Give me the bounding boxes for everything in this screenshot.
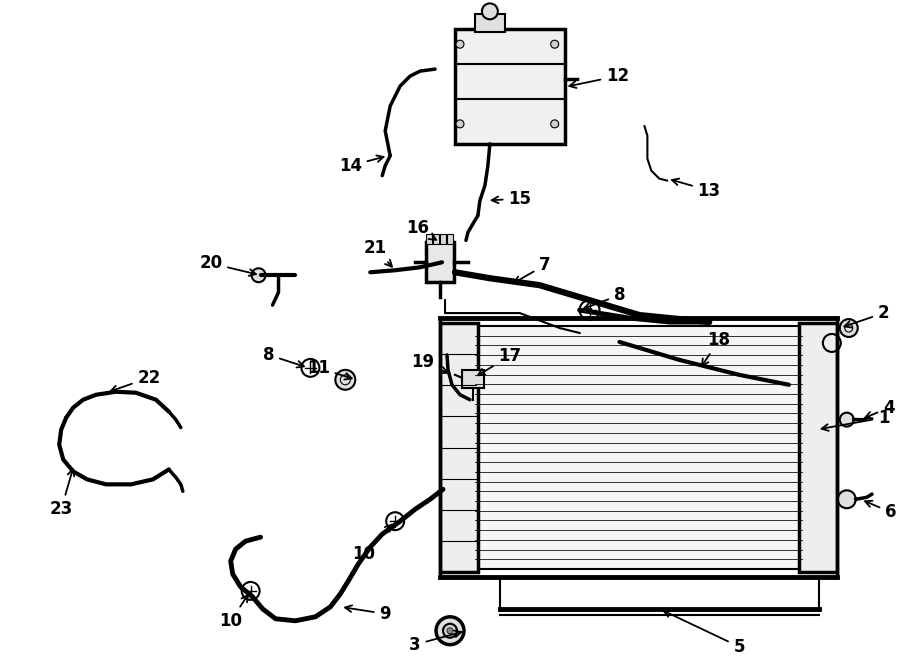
Circle shape xyxy=(443,624,457,638)
Text: 13: 13 xyxy=(672,179,721,199)
Text: 15: 15 xyxy=(491,189,531,208)
Text: 2: 2 xyxy=(844,304,889,328)
Text: 11: 11 xyxy=(307,359,352,379)
Text: 17: 17 xyxy=(478,347,521,375)
Circle shape xyxy=(551,40,559,48)
Circle shape xyxy=(447,628,453,634)
Circle shape xyxy=(456,40,464,48)
Circle shape xyxy=(336,370,356,390)
Text: 10: 10 xyxy=(352,525,392,563)
Circle shape xyxy=(456,120,464,128)
Bar xyxy=(433,234,439,244)
Text: 8: 8 xyxy=(584,286,626,309)
Circle shape xyxy=(838,491,856,508)
Circle shape xyxy=(482,3,498,19)
Bar xyxy=(426,234,432,244)
Text: 20: 20 xyxy=(199,254,256,276)
Bar xyxy=(440,234,446,244)
Text: 10: 10 xyxy=(220,595,248,630)
Text: 1: 1 xyxy=(822,408,889,431)
Text: 3: 3 xyxy=(410,630,462,653)
Circle shape xyxy=(436,617,464,645)
Bar xyxy=(799,323,837,572)
Text: 5: 5 xyxy=(663,611,745,655)
Bar xyxy=(475,15,505,32)
Text: 9: 9 xyxy=(345,605,391,623)
Circle shape xyxy=(252,268,266,282)
Text: 4: 4 xyxy=(865,399,895,418)
Text: 22: 22 xyxy=(111,369,160,392)
Bar xyxy=(426,242,454,282)
Text: 19: 19 xyxy=(411,353,447,373)
Bar xyxy=(440,323,478,572)
Bar xyxy=(462,370,484,388)
Circle shape xyxy=(551,120,559,128)
Circle shape xyxy=(840,319,858,337)
Text: 14: 14 xyxy=(338,156,383,175)
Text: 21: 21 xyxy=(364,240,392,267)
Text: 18: 18 xyxy=(702,331,731,366)
Text: 8: 8 xyxy=(263,346,304,367)
Text: 12: 12 xyxy=(570,67,629,88)
Bar xyxy=(475,326,802,569)
Text: 16: 16 xyxy=(407,219,436,240)
Circle shape xyxy=(840,412,854,426)
Bar xyxy=(455,29,564,144)
Bar xyxy=(447,234,453,244)
Text: 23: 23 xyxy=(50,469,74,518)
Text: 7: 7 xyxy=(514,256,551,283)
Text: 6: 6 xyxy=(865,500,896,521)
